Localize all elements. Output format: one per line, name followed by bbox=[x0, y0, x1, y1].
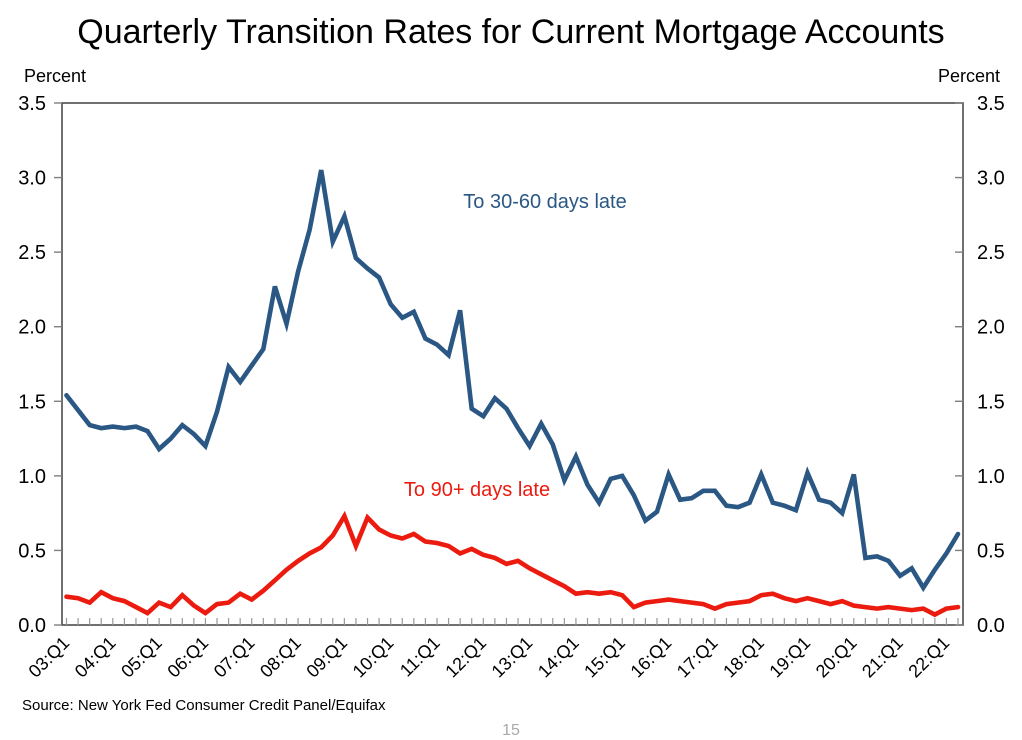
series-line-90-plus-days-late bbox=[64, 510, 961, 618]
chart-title: Quarterly Transition Rates for Current M… bbox=[77, 13, 945, 51]
x-tick-label: 06:Q1 bbox=[163, 633, 212, 682]
x-tick-label: 15:Q1 bbox=[580, 633, 629, 682]
page-number: 15 bbox=[502, 722, 520, 739]
y-tick-label-right: 0.0 bbox=[977, 615, 1005, 637]
x-tick-label: 22:Q1 bbox=[904, 633, 953, 682]
x-tick-label: 13:Q1 bbox=[488, 633, 537, 682]
x-tick-label: 19:Q1 bbox=[765, 633, 814, 682]
x-tick-label: 20:Q1 bbox=[812, 633, 861, 682]
y-tick-label-right: 3.0 bbox=[977, 168, 1005, 190]
y-tick-label-right: 2.5 bbox=[977, 242, 1005, 264]
y-tick-label-left: 2.5 bbox=[18, 242, 46, 264]
y-tick-label-left: 3.0 bbox=[18, 168, 46, 190]
y-tick-label-right: 3.5 bbox=[977, 93, 1005, 115]
x-tick-label: 14:Q1 bbox=[534, 633, 583, 682]
y-axis-unit-right: Percent bbox=[937, 66, 1000, 86]
series-label-30-60-days-late: To 30-60 days late bbox=[463, 191, 627, 213]
x-tick-label: 21:Q1 bbox=[858, 633, 907, 682]
y-tick-label-left: 1.0 bbox=[18, 466, 46, 488]
y-tick-label-left: 1.5 bbox=[18, 391, 46, 413]
x-tick-label: 16:Q1 bbox=[627, 633, 676, 682]
series-line-30-60-days-late bbox=[64, 169, 961, 593]
source-note: Source: New York Fed Consumer Credit Pan… bbox=[22, 697, 386, 714]
x-tick-label: 12:Q1 bbox=[441, 633, 490, 682]
y-tick-label-left: 3.5 bbox=[18, 93, 46, 115]
y-axis-unit-left: Percent bbox=[24, 66, 87, 86]
plot-border bbox=[61, 102, 964, 626]
x-tick-label: 17:Q1 bbox=[673, 633, 722, 682]
x-tick-label: 04:Q1 bbox=[71, 633, 120, 682]
y-tick-label-left: 2.0 bbox=[18, 317, 46, 339]
x-tick-label: 11:Q1 bbox=[396, 633, 444, 681]
x-tick-label: 10:Q1 bbox=[349, 633, 398, 682]
y-tick-label-left: 0.5 bbox=[18, 540, 46, 562]
x-tick-label: 09:Q1 bbox=[302, 633, 351, 682]
x-tick-label: 08:Q1 bbox=[256, 633, 305, 682]
x-tick-label: 03:Q1 bbox=[25, 633, 74, 682]
y-tick-label-left: 0.0 bbox=[18, 615, 46, 637]
x-tick-label: 05:Q1 bbox=[117, 633, 166, 682]
y-tick-label-right: 2.0 bbox=[977, 317, 1005, 339]
series-label-90-plus-days-late: To 90+ days late bbox=[403, 479, 551, 501]
x-tick-label: 18:Q1 bbox=[719, 633, 768, 682]
x-tick-label: 07:Q1 bbox=[210, 633, 259, 682]
y-tick-label-right: 0.5 bbox=[977, 540, 1005, 562]
y-tick-label-right: 1.5 bbox=[977, 391, 1005, 413]
y-tick-label-right: 1.0 bbox=[977, 466, 1005, 488]
